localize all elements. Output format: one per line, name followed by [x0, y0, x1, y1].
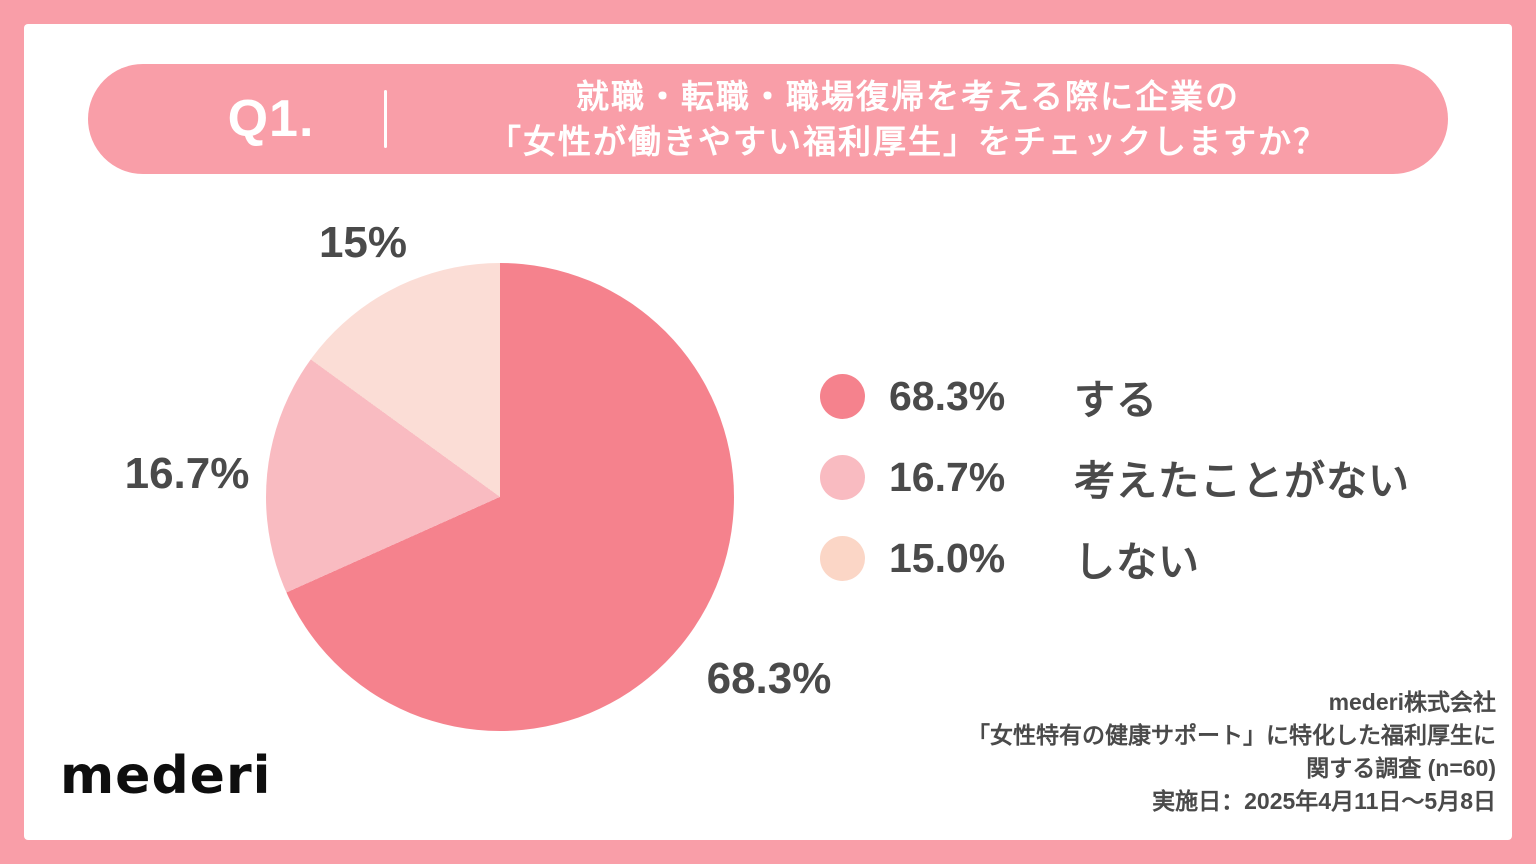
legend-label: しない [1074, 539, 1200, 585]
legend-pct: 16.7% [889, 453, 1006, 500]
source-line: 関する調査 (n=60) [1306, 755, 1496, 781]
mederi-logo: mederi [60, 746, 272, 806]
source-note: mederi株式会社 「女性特有の健康サポート」に特化した福利厚生に 関する調査… [967, 686, 1496, 818]
source-line: mederi株式会社 [1328, 689, 1496, 715]
legend-pct: 15.0% [889, 534, 1006, 581]
legend-dot-icon [820, 535, 865, 581]
divider [384, 90, 387, 148]
source-line: 実施日：2025年4月11日〜5月8日 [1152, 788, 1496, 814]
question-title: 就職・転職・職場復帰を考える際に企業の 「女性が働きやすい福利厚生」をチェックし… [408, 64, 1408, 174]
legend-pct: 68.3% [889, 372, 1006, 419]
legend-item-shinai: 15.0% しない [820, 528, 1410, 588]
pie-label-suru: 68.3% [706, 654, 832, 703]
legend-item-kangaeta-koto-ga-nai: 16.7% 考えたことがない [820, 447, 1410, 507]
pie-label-shinai: 15% [318, 218, 408, 267]
source-line: 「女性特有の健康サポート」に特化した福利厚生に [967, 722, 1496, 748]
content-card: Q1. 就職・転職・職場復帰を考える際に企業の 「女性が働きやすい福利厚生」をチ… [24, 24, 1512, 840]
question-number: Q1. [227, 90, 315, 148]
legend-dot-icon [820, 454, 865, 500]
question-title-line1: 就職・転職・職場復帰を考える際に企業の [575, 78, 1240, 115]
pie-chart [266, 263, 734, 731]
legend-label: する [1074, 377, 1158, 423]
question-title-line2: 「女性が働きやすい福利厚生」をチェックしますか？ [488, 123, 1328, 160]
legend-item-suru: 68.3% する [820, 366, 1410, 426]
legend-label: 考えたことがない [1074, 458, 1410, 504]
legend-dot-icon [820, 373, 865, 419]
question-banner: Q1. 就職・転職・職場復帰を考える際に企業の 「女性が働きやすい福利厚生」をチ… [88, 64, 1448, 174]
pie-label-kangaeta-koto-ga-nai: 16.7% [124, 449, 250, 498]
legend: 68.3% する 16.7% 考えたことがない 15.0% しない [820, 366, 1410, 588]
